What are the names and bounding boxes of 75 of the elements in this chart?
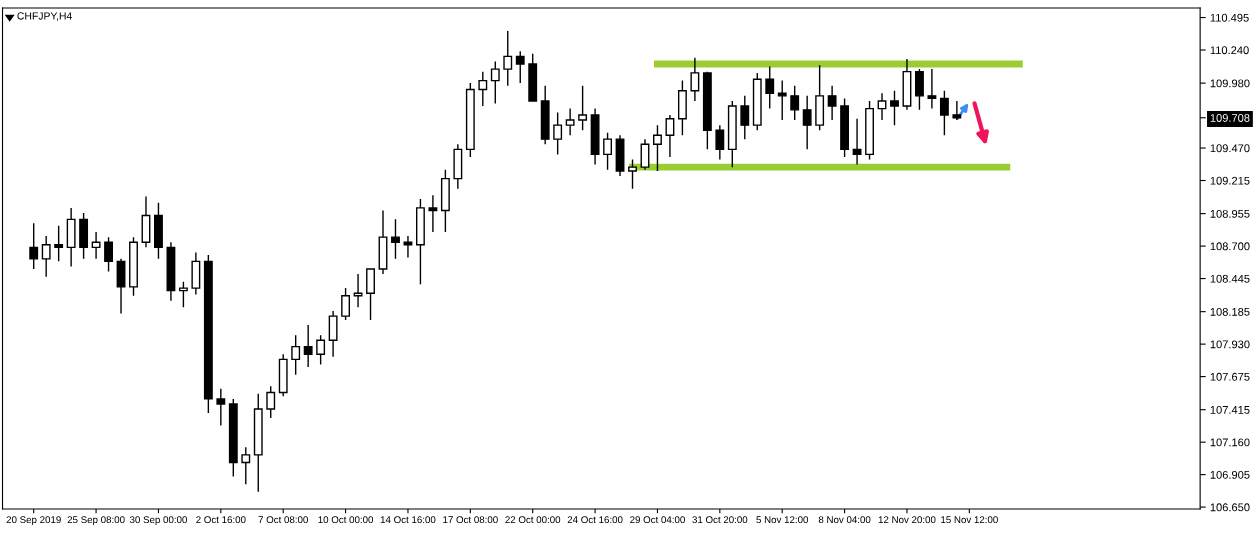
candlestick xyxy=(852,118,862,166)
candlestick xyxy=(316,334,326,366)
x-tick-label: 2 Oct 16:00 xyxy=(196,516,246,524)
candlestick xyxy=(266,385,276,419)
candlestick xyxy=(877,92,887,121)
y-tick-label: 108.185 xyxy=(1210,307,1250,316)
x-tick-label: 20 Sep 2019 xyxy=(6,516,61,526)
x-tick-label: 24 Oct 16:00 xyxy=(567,516,623,524)
x-tick-label: 29 Oct 04:00 xyxy=(630,516,685,524)
candlestick xyxy=(628,158,637,190)
candlestick xyxy=(54,225,64,263)
y-tick-label: 106.650 xyxy=(1210,503,1250,512)
candlestick xyxy=(790,84,800,121)
candlestick xyxy=(665,114,675,158)
candlestick xyxy=(391,218,400,260)
x-tick-label: 12 Nov 20:00 xyxy=(878,516,936,524)
candlestick xyxy=(403,235,413,259)
y-tick-label: 109.980 xyxy=(1210,79,1250,88)
candlestick xyxy=(890,90,899,126)
candlestick xyxy=(565,107,575,137)
y-tick-label: 109.470 xyxy=(1210,144,1250,153)
candlestick xyxy=(777,79,787,121)
candlestick xyxy=(503,30,513,87)
candlestick xyxy=(41,235,51,278)
candlestick xyxy=(303,324,313,368)
candlestick xyxy=(178,281,188,308)
candlestick xyxy=(553,111,563,156)
candlestick xyxy=(740,95,750,140)
candlestick xyxy=(715,124,725,161)
y-tick-label: 107.415 xyxy=(1210,405,1250,414)
x-tick-label: 17 Oct 08:00 xyxy=(443,516,498,524)
candlestick xyxy=(216,387,226,427)
candlestick xyxy=(29,222,39,270)
candlestick xyxy=(291,334,301,376)
y-tick-label: 108.445 xyxy=(1210,274,1250,283)
candlestick xyxy=(765,65,775,110)
candlestick xyxy=(690,56,700,102)
y-tick-label: 106.905 xyxy=(1210,470,1250,479)
y-tick-label: 109.215 xyxy=(1210,176,1250,185)
candlestick xyxy=(341,287,351,321)
y-tick-label: 107.675 xyxy=(1210,372,1250,381)
candlestick xyxy=(490,60,500,105)
candlestick xyxy=(91,231,101,260)
y-tick-label: 110.240 xyxy=(1210,46,1249,55)
x-tick-label: 8 Nov 04:00 xyxy=(818,516,871,524)
x-tick-label: 7 Oct 08:00 xyxy=(258,516,308,524)
y-tick-label: 107.160 xyxy=(1210,438,1250,447)
candlestick xyxy=(640,138,650,171)
x-tick-label: 30 Sep 00:00 xyxy=(129,516,187,526)
candlestick xyxy=(603,132,612,171)
candlestick xyxy=(515,50,525,84)
x-tick-label: 25 Sep 08:00 xyxy=(67,516,125,526)
candlestick xyxy=(428,194,438,233)
candlestick xyxy=(827,84,837,121)
candlestick xyxy=(952,100,962,121)
candlestick xyxy=(104,236,113,273)
candlestick xyxy=(927,68,937,110)
x-tick-label: 10 Oct 00:00 xyxy=(318,516,374,524)
x-tick-label: 14 Oct 16:00 xyxy=(380,516,436,524)
candlestick xyxy=(939,90,949,137)
y-tick-label: 108.955 xyxy=(1210,209,1250,218)
x-tick-label: 15 Nov 12:00 xyxy=(941,516,998,524)
y-tick-label: 107.930 xyxy=(1210,340,1250,349)
candlestick xyxy=(478,70,488,107)
candlestick xyxy=(802,95,812,151)
x-tick-label: 5 Nov 12:00 xyxy=(756,516,809,524)
candlestick xyxy=(578,84,588,131)
y-tick-label: 109.708 xyxy=(1210,114,1250,122)
candlestick xyxy=(653,124,662,172)
x-tick-label: 31 Oct 20:00 xyxy=(692,516,748,524)
chart-title: CHFJPY,H4 xyxy=(17,12,72,21)
candlestick xyxy=(241,446,251,485)
y-tick-label: 110.495 xyxy=(1210,13,1249,22)
y-tick-label: 108.700 xyxy=(1210,242,1250,251)
x-tick-label: 22 Oct 00:00 xyxy=(505,516,561,524)
